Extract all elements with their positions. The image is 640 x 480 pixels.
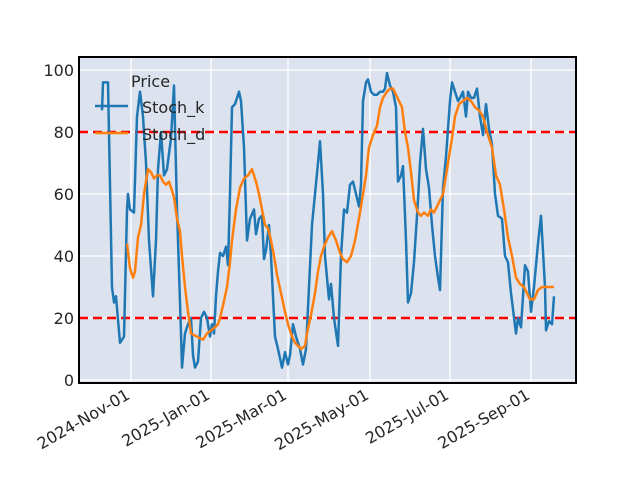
x-axis-ticks: 2024-Nov-012025-Jan-012025-Mar-012025-Ma… [34, 385, 533, 454]
y-tick-label: 0 [64, 371, 74, 390]
series-line-stoch-d [125, 87, 554, 351]
data-series [100, 71, 556, 369]
y-tick-label: 60 [54, 185, 74, 204]
legend: Price Stoch_k Stoch_d [95, 72, 205, 145]
y-axis-ticks: 0 20 40 60 80 100 [43, 61, 74, 390]
plot-background [79, 57, 576, 383]
legend-label-stoch-d: Stoch_d [142, 125, 205, 145]
plot-frame [78, 56, 577, 384]
y-tick-label: 20 [54, 309, 74, 328]
series-line-stoch-k [100, 71, 556, 369]
threshold-lines [79, 130, 576, 320]
y-tick-label: 40 [54, 247, 74, 266]
legend-label-stoch-k: Stoch_k [142, 98, 205, 118]
x-tick-label: 2024-Nov-01 [34, 385, 133, 453]
grid-lines [79, 57, 576, 383]
x-tick-label: 2025-Sep-01 [434, 385, 533, 453]
y-tick-label: 80 [54, 123, 74, 142]
legend-title: Price [131, 72, 170, 91]
y-tick-label: 100 [43, 61, 74, 80]
